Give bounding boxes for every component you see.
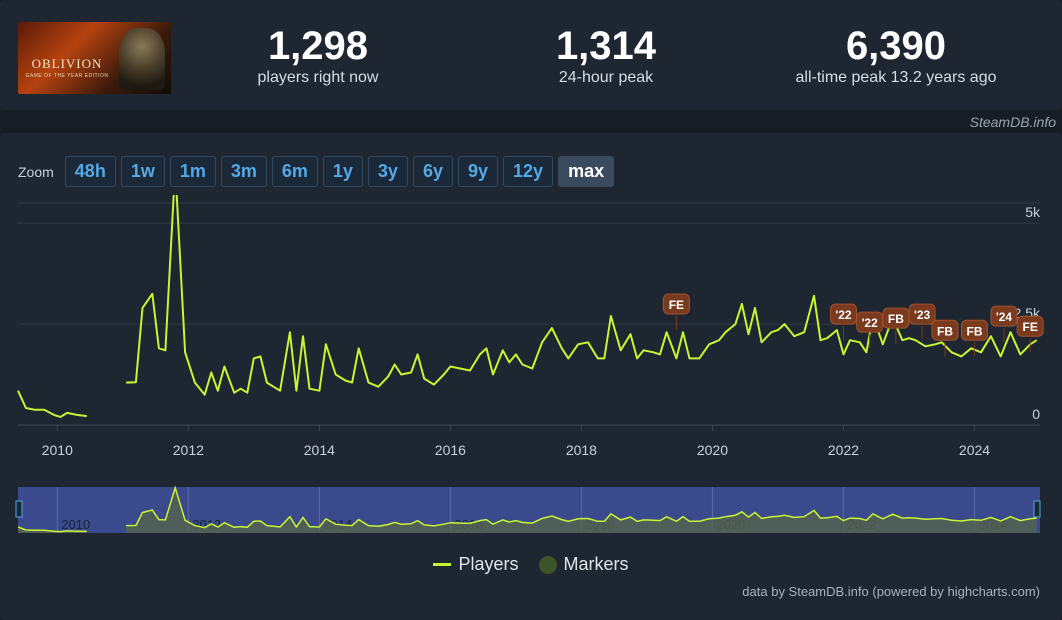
stat-all-time-peak: 6,390 all-time peak 13.2 years ago: [756, 24, 1036, 87]
y-tick-label: 0: [1032, 406, 1040, 422]
marker-label: FB: [888, 312, 904, 326]
stat-players-now: 1,298 players right now: [218, 24, 418, 87]
zoom-buttons: 48h 1w 1m 3m 6m 1y 3y 6y 9y 12y max: [60, 156, 615, 187]
marker-label: FB: [937, 324, 953, 338]
marker-label: FE: [1023, 320, 1038, 334]
zoom-button-48h[interactable]: 48h: [64, 156, 116, 187]
zoom-button-6m[interactable]: 6m: [271, 156, 318, 187]
zoom-button-1y[interactable]: 1y: [322, 156, 363, 187]
legend-item-players[interactable]: Players: [433, 554, 519, 575]
zoom-button-3y[interactable]: 3y: [367, 156, 408, 187]
steamdb-credit[interactable]: SteamDB.info: [969, 114, 1056, 130]
legend: Players Markers: [0, 554, 1062, 575]
navigator-area: [126, 487, 1037, 533]
x-tick-label: 2024: [959, 442, 990, 458]
logo-title: OBLIVION: [31, 56, 103, 71]
marker-label: '22: [835, 308, 852, 322]
x-tick-label: 2010: [42, 442, 73, 458]
navigator-handle[interactable]: [15, 500, 23, 518]
y-tick-label: 5k: [1025, 204, 1041, 220]
marker-flag: [990, 305, 1018, 327]
stat-value: 1,298: [267, 24, 369, 68]
x-tick-label: 2012: [173, 442, 204, 458]
zoom-button-max[interactable]: max: [558, 156, 615, 187]
stat-label: 24-hour peak: [558, 69, 654, 86]
stat-value: 1,314: [555, 24, 657, 68]
legend-label: Markers: [563, 554, 629, 574]
stats-panel: OBLIVION GAME OF THE YEAR EDITION 1,298 …: [0, 0, 1062, 110]
stat-value: 6,390: [845, 24, 947, 68]
marker-label: FB: [966, 324, 982, 338]
chart-credit[interactable]: data by SteamDB.info (powered by highcha…: [742, 584, 1040, 599]
marker-flag: [931, 319, 959, 341]
stat-24h-peak: 1,314 24-hour peak: [506, 24, 706, 87]
x-tick-label: 2018: [566, 442, 597, 458]
x-tick-label: 2014: [304, 442, 335, 458]
navigator-handle[interactable]: [1033, 500, 1041, 518]
navigator-line: [126, 485, 1037, 529]
players-series-line: [17, 390, 87, 418]
zoom-button-12y[interactable]: 12y: [503, 156, 554, 187]
marker-label: FE: [669, 298, 684, 312]
marker-label: '24: [996, 310, 1013, 324]
stat-label: all-time peak 13.2 years ago: [795, 69, 997, 86]
x-tick-label: 2016: [435, 442, 466, 458]
marker-flag: [662, 293, 690, 315]
marker-flag: [908, 303, 936, 325]
legend-label: Players: [458, 554, 519, 574]
navigator-tick-label: 2010: [61, 517, 90, 532]
marker-flag: [1016, 315, 1044, 337]
stat-label: players right now: [257, 69, 379, 86]
x-tick-label: 2022: [828, 442, 859, 458]
legend-dot-icon: [538, 555, 557, 574]
legend-line-icon: [433, 563, 452, 566]
game-logo[interactable]: OBLIVION GAME OF THE YEAR EDITION: [18, 22, 171, 94]
x-tick-label: 2020: [697, 442, 728, 458]
legend-item-markers[interactable]: Markers: [538, 554, 629, 575]
players-series-line: [126, 195, 1038, 396]
marker-flag: [960, 319, 988, 341]
zoom-label: Zoom: [18, 163, 54, 180]
zoom-button-1m[interactable]: 1m: [169, 156, 216, 187]
marker-flag: [829, 303, 857, 325]
zoom-button-1w[interactable]: 1w: [120, 156, 165, 187]
logo-subtitle: GAME OF THE YEAR EDITION: [25, 73, 109, 79]
marker-label: '22: [862, 316, 879, 330]
zoom-button-3m[interactable]: 3m: [220, 156, 267, 187]
zoom-bar: Zoom 48h 1w 1m 3m 6m 1y 3y 6y 9y 12y max: [18, 155, 615, 188]
logo-figure: [119, 28, 165, 90]
zoom-button-6y[interactable]: 6y: [412, 156, 453, 187]
navigator-line: [17, 526, 87, 533]
zoom-button-9y[interactable]: 9y: [457, 156, 499, 187]
marker-label: '23: [914, 308, 931, 322]
